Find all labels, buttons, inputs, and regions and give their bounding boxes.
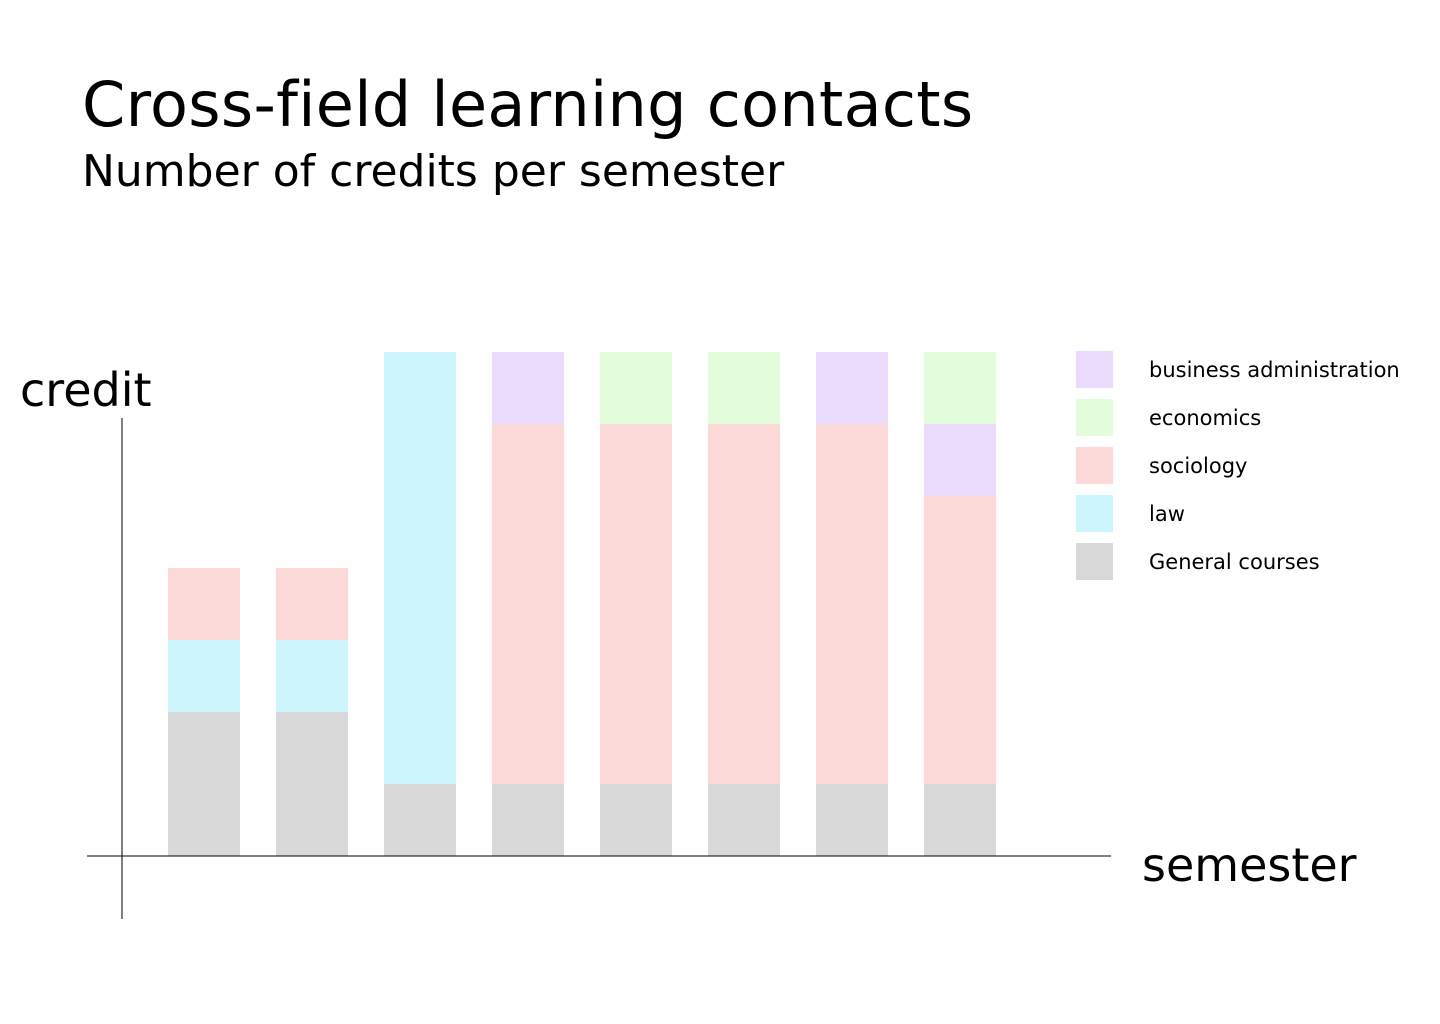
legend-item-law: law [1076,495,1400,532]
bar-segment-business-administration-8 [924,424,996,496]
bar-segment-economics-6 [708,352,780,424]
legend-swatch [1076,447,1113,484]
bar-segment-law-3 [384,352,456,784]
legend: business administration economics sociol… [1076,351,1400,591]
bar-segment-general-courses-3 [384,784,456,856]
legend-swatch [1076,495,1113,532]
legend-label: economics [1149,405,1262,430]
legend-item-business-administration: business administration [1076,351,1400,388]
bar-segment-economics-5 [600,352,672,424]
bar-segment-general-courses-8 [924,784,996,856]
legend-swatch [1076,399,1113,436]
legend-label: General courses [1149,549,1320,574]
bar-segment-economics-8 [924,352,996,424]
bar-segment-general-courses-1 [168,712,240,856]
legend-label: sociology [1149,453,1248,478]
bar-segment-sociology-6 [708,424,780,784]
bar-segment-general-courses-7 [816,784,888,856]
bar-segment-sociology-7 [816,424,888,784]
bar-segment-law-2 [276,640,348,712]
legend-swatch [1076,543,1113,580]
legend-label: law [1149,501,1185,526]
legend-item-sociology: sociology [1076,447,1400,484]
bar-segment-sociology-4 [492,424,564,784]
chart-title: Cross-field learning contacts [82,68,974,141]
bar-segment-sociology-5 [600,424,672,784]
bar-segment-general-courses-4 [492,784,564,856]
bar-segment-general-courses-2 [276,712,348,856]
bar-segment-general-courses-5 [600,784,672,856]
legend-item-general-courses: General courses [1076,543,1400,580]
bar-segment-sociology-8 [924,496,996,784]
legend-swatch [1076,351,1113,388]
bars-group [168,352,996,856]
bar-segment-business-administration-4 [492,352,564,424]
bar-segment-law-1 [168,640,240,712]
chart-subtitle: Number of credits per semester [82,146,785,197]
y-axis-label: credit [20,363,152,417]
legend-item-economics: economics [1076,399,1400,436]
bar-segment-sociology-1 [168,568,240,640]
legend-label: business administration [1149,357,1400,382]
bar-segment-sociology-2 [276,568,348,640]
x-axis-label: semester [1142,838,1357,892]
bar-segment-general-courses-6 [708,784,780,856]
bar-segment-business-administration-7 [816,352,888,424]
